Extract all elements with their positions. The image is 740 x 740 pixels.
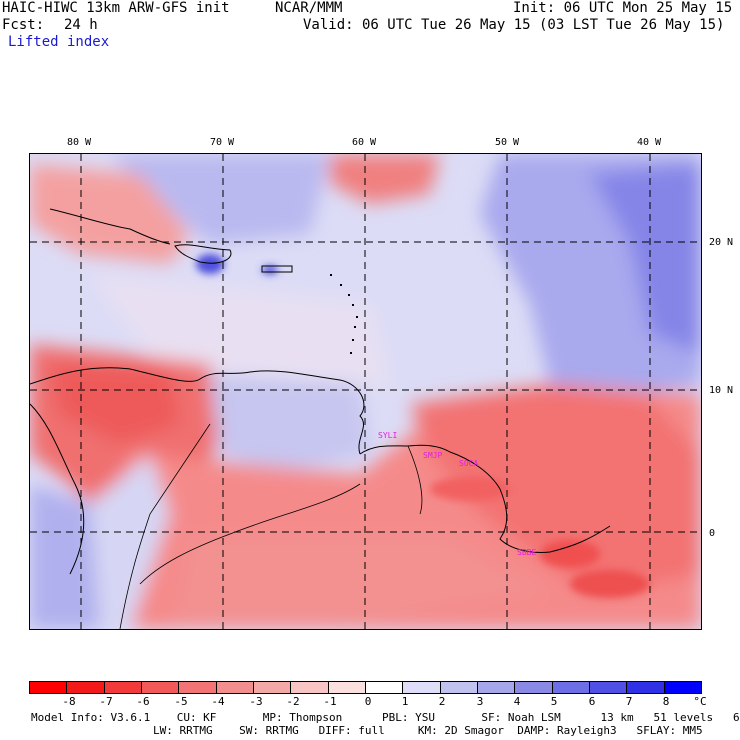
lifted-index-map — [29, 153, 702, 630]
init-time: Init: 06 UTC Mon 25 May 15 — [513, 0, 733, 16]
colorbar-tick: 5 — [550, 695, 558, 708]
lat-label-10n: 10 N — [709, 385, 734, 396]
colorbar-swatch — [328, 682, 366, 693]
colorbar-swatch — [104, 682, 142, 693]
forecast-hours: 24 h — [64, 17, 98, 33]
station-label-syli: SYLI — [378, 431, 398, 440]
colorbar-swatch — [291, 682, 329, 693]
model-title: HAIC-HIWC 13km ARW-GFS init — [2, 0, 230, 16]
colorbar-tick: -8 — [62, 695, 76, 708]
colorbar-swatch — [515, 682, 553, 693]
colorbar-tick: 3 — [476, 695, 484, 708]
colorbar — [29, 681, 702, 694]
station-label-soca: SOCA — [459, 459, 479, 468]
lon-label-40w: 40 W — [637, 137, 662, 148]
colorbar-tick: 6 — [588, 695, 596, 708]
colorbar-tick: -4 — [211, 695, 225, 708]
lat-label-0: 0 — [709, 528, 716, 539]
lon-label-70w: 70 W — [210, 137, 235, 148]
colorbar-swatch — [440, 682, 478, 693]
colorbar-swatch — [30, 682, 68, 693]
colorbar-tick: -6 — [136, 695, 150, 708]
lon-label-50w: 50 W — [495, 137, 520, 148]
colorbar-swatch — [179, 682, 217, 693]
colorbar-unit: °C — [693, 695, 707, 708]
colorbar-swatch — [253, 682, 292, 693]
field-name: Lifted index — [8, 34, 110, 50]
colorbar-tick: 0 — [364, 695, 372, 708]
colorbar-tick: 7 — [625, 695, 633, 708]
colorbar-tick: -7 — [99, 695, 113, 708]
colorbar-swatch — [216, 682, 254, 693]
valid-time: Valid: 06 UTC Tue 26 May 15 (03 LST Tue … — [303, 17, 725, 33]
colorbar-swatch — [664, 682, 701, 693]
colorbar-swatch — [627, 682, 665, 693]
colorbar-tick: -2 — [286, 695, 300, 708]
colorbar-swatch — [477, 682, 516, 693]
colorbar-swatch — [67, 682, 105, 693]
forecast-label: Fcst: — [2, 17, 45, 33]
colorbar-tick: 2 — [438, 695, 446, 708]
colorbar-swatch — [365, 682, 404, 693]
station-label-sbbe: SBBE — [517, 548, 537, 557]
lat-label-20n: 20 N — [709, 237, 734, 248]
model-info-line2: LW: RRTMG SW: RRTMG DIFF: full KM: 2D Sm… — [153, 724, 703, 737]
colorbar-tick: -3 — [249, 695, 263, 708]
station-label-smjp: SMJP — [423, 451, 443, 460]
lon-label-60w: 60 W — [352, 137, 377, 148]
colorbar-tick: -1 — [323, 695, 337, 708]
colorbar-tick: 4 — [513, 695, 521, 708]
colorbar-swatch — [552, 682, 590, 693]
colorbar-tick: -5 — [174, 695, 188, 708]
colorbar-tick: 1 — [401, 695, 409, 708]
colorbar-swatch — [589, 682, 628, 693]
colorbar-swatch — [141, 682, 180, 693]
model-info-line1: Model Info: V3.6.1 CU: KF MP: Thompson P… — [31, 711, 740, 724]
colorbar-tick: 8 — [662, 695, 670, 708]
map-field-svg — [30, 154, 701, 629]
colorbar-swatch — [403, 682, 441, 693]
org-label: NCAR/MMM — [275, 0, 343, 16]
lon-label-80w: 80 W — [67, 137, 92, 148]
